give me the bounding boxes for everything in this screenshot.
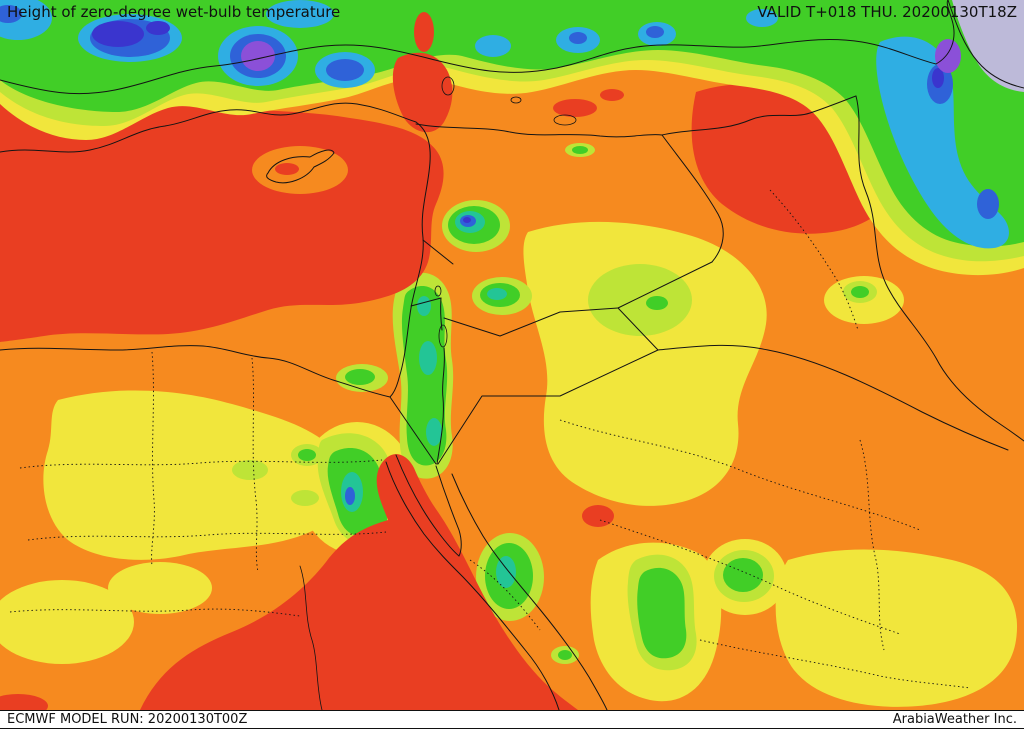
contour-red-anatolia-spur <box>392 52 453 133</box>
contour-red-red-sea <box>140 454 578 710</box>
lake-van <box>553 114 577 126</box>
border-israel-north <box>410 297 442 307</box>
coastline-sinai-west <box>395 454 460 557</box>
coastline-mediterranean <box>0 102 431 398</box>
contour-yellow-patch <box>0 580 134 664</box>
map-title: Height of zero-degree wet-bulb temperatu… <box>7 3 341 21</box>
border-egypt-israel <box>389 396 437 465</box>
contour-yellow-regions <box>0 221 1018 707</box>
contour-teal-core <box>417 296 431 316</box>
contour-green-spot <box>572 146 588 154</box>
contour-yellow-southeast <box>775 549 1018 707</box>
contour-green-delta <box>345 369 375 385</box>
contour-map <box>0 0 1024 710</box>
valid-time-label: VALID T+018 THU. 20200130T18Z <box>757 3 1017 21</box>
contour-red-cyprus-dot <box>275 163 299 175</box>
contour-yellow-egypt <box>43 390 349 560</box>
contour-red-regions <box>0 83 903 710</box>
contour-blue-patch <box>0 5 22 23</box>
contour-green-dot <box>646 296 668 310</box>
contour-yellow-patch <box>108 562 212 614</box>
border-syria-iraq <box>661 134 724 263</box>
border-iraq-jordan <box>617 261 713 309</box>
contour-blue-patch <box>569 32 587 44</box>
coastline-black-sea <box>0 38 937 95</box>
contour-purple-patch <box>241 41 275 71</box>
border-syria-jordan <box>443 307 619 337</box>
river-nile <box>299 565 323 710</box>
contour-yellowgreen-patch <box>291 490 319 506</box>
contour-darkblue-patch <box>92 21 144 47</box>
contour-red-spot <box>582 505 614 527</box>
contour-purple-patch <box>935 39 961 73</box>
contour-cyan-patch <box>266 0 334 28</box>
lake-dead-sea <box>438 324 448 348</box>
contour-green-hejaz <box>637 567 687 659</box>
border-dotted-admin <box>769 189 859 331</box>
model-run-label: ECMWF MODEL RUN: 20200130T00Z <box>7 712 248 727</box>
contour-teal-damascus <box>487 288 507 300</box>
contour-yellowgreen-patch <box>588 264 692 336</box>
coastline-red-sea-africa <box>385 461 560 710</box>
lake-small <box>510 96 522 104</box>
contour-red-top-center <box>392 12 453 133</box>
border-lebanon-syria <box>422 239 454 265</box>
coastline-cyprus <box>266 149 335 184</box>
contour-cyan-patch <box>475 35 511 57</box>
contour-green-spot <box>723 558 763 592</box>
contour-cyan-caspian-band <box>876 36 1009 249</box>
border-jordan-saudi <box>437 307 659 465</box>
contour-darkblue-patch <box>146 21 170 35</box>
contour-red-spot <box>553 99 597 117</box>
contour-darkblue-lebanon <box>463 217 471 223</box>
lake-tuz <box>441 76 455 96</box>
border-iraq-saudi <box>657 344 1009 451</box>
border-iran-west <box>855 95 1024 442</box>
contour-teal-core <box>426 418 442 446</box>
contour-blue-sinai <box>345 487 355 505</box>
border-dotted-admin <box>251 357 259 573</box>
contour-yellow-central <box>523 221 767 506</box>
contour-green-spot <box>558 650 572 660</box>
border-jordan-river <box>440 297 443 331</box>
coastline-sinai-east <box>435 465 462 557</box>
contour-green-spot <box>851 286 869 298</box>
contour-cool-spots <box>291 143 877 671</box>
map-lines <box>0 0 1024 710</box>
contour-red-spot <box>600 89 624 101</box>
coastline-red-sea-arabia <box>451 473 608 710</box>
coastline-caspian <box>935 0 955 65</box>
contour-red-spear <box>414 12 434 52</box>
contour-top-cold-band <box>0 0 1024 276</box>
credit-label: ArabiaWeather Inc. <box>892 712 1017 727</box>
contour-blue-patch <box>326 59 364 81</box>
contour-blue-patch <box>977 189 999 219</box>
contour-green-spot <box>298 449 316 461</box>
contour-red-spot <box>0 694 48 710</box>
border-dotted-admin <box>699 639 971 689</box>
contour-darkblue-patch <box>932 68 944 88</box>
lake-sea-of-galilee <box>434 285 442 297</box>
footer-bar: ECMWF MODEL RUN: 20200130T00Z ArabiaWeat… <box>0 710 1024 729</box>
border-israel-jordan-south <box>436 347 445 465</box>
contour-teal-redsea-hills <box>496 556 516 588</box>
contour-lavender-caspian <box>950 0 1024 92</box>
contour-blue-patch <box>646 26 664 38</box>
contour-teal-core <box>419 341 437 375</box>
border-dotted-admin <box>859 439 885 651</box>
contour-cyan-patch <box>746 9 778 27</box>
coastline-caspian-east <box>947 0 1024 89</box>
contour-yellowgreen-patch <box>232 460 268 480</box>
